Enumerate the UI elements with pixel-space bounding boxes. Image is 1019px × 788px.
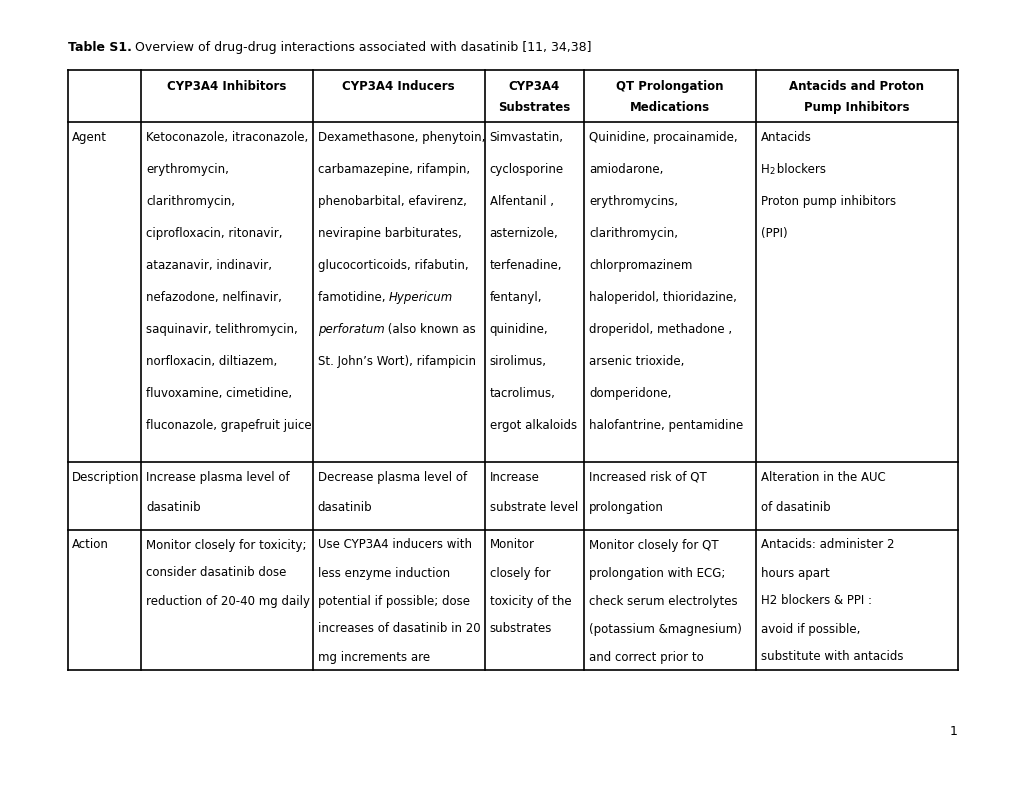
Text: Decrease plasma level of: Decrease plasma level of xyxy=(318,470,467,484)
Text: saquinavir, telithromycin,: saquinavir, telithromycin, xyxy=(146,322,298,336)
Text: prolongation with ECG;: prolongation with ECG; xyxy=(589,567,725,579)
Text: 1: 1 xyxy=(949,725,957,738)
Text: arsenic trioxide,: arsenic trioxide, xyxy=(589,355,684,367)
Text: fentanyl,: fentanyl, xyxy=(489,291,541,303)
Text: reduction of 20-40 mg daily: reduction of 20-40 mg daily xyxy=(146,594,310,608)
Text: hours apart: hours apart xyxy=(760,567,828,579)
Text: nevirapine barbiturates,: nevirapine barbiturates, xyxy=(318,226,461,240)
Text: Table S1.: Table S1. xyxy=(68,41,131,54)
Text: Increase: Increase xyxy=(489,470,539,484)
Text: increases of dasatinib in 20: increases of dasatinib in 20 xyxy=(318,623,480,635)
Text: CYP3A4: CYP3A4 xyxy=(508,80,559,92)
Text: Hypericum: Hypericum xyxy=(388,291,452,303)
Text: sirolimus,: sirolimus, xyxy=(489,355,546,367)
Text: erythromycin,: erythromycin, xyxy=(146,162,228,176)
Text: Monitor: Monitor xyxy=(489,538,534,552)
Text: fluvoxamine, cimetidine,: fluvoxamine, cimetidine, xyxy=(146,386,291,400)
Text: dasatinib: dasatinib xyxy=(318,500,372,514)
Text: closely for: closely for xyxy=(489,567,549,579)
Text: less enzyme induction: less enzyme induction xyxy=(318,567,449,579)
Text: Antacids: administer 2: Antacids: administer 2 xyxy=(760,538,894,552)
Text: Action: Action xyxy=(72,538,109,552)
Text: H2 blockers & PPI :: H2 blockers & PPI : xyxy=(760,594,871,608)
Text: (PPI): (PPI) xyxy=(760,226,787,240)
Text: Medications: Medications xyxy=(630,101,709,113)
Text: avoid if possible,: avoid if possible, xyxy=(760,623,859,635)
Text: Dexamethasone, phenytoin,: Dexamethasone, phenytoin, xyxy=(318,131,485,143)
Text: cyclosporine: cyclosporine xyxy=(489,162,564,176)
Text: dasatinib: dasatinib xyxy=(146,500,201,514)
Text: atazanavir, indinavir,: atazanavir, indinavir, xyxy=(146,258,272,272)
Text: nefazodone, nelfinavir,: nefazodone, nelfinavir, xyxy=(146,291,281,303)
Text: fluconazole, grapefruit juice: fluconazole, grapefruit juice xyxy=(146,418,311,432)
Text: Use CYP3A4 inducers with: Use CYP3A4 inducers with xyxy=(318,538,471,552)
Text: Quinidine, procainamide,: Quinidine, procainamide, xyxy=(589,131,737,143)
Text: Substrates: Substrates xyxy=(497,101,570,113)
Text: chlorpromazinem: chlorpromazinem xyxy=(589,258,692,272)
Text: Increase plasma level of: Increase plasma level of xyxy=(146,470,289,484)
Text: haloperidol, thioridazine,: haloperidol, thioridazine, xyxy=(589,291,737,303)
Text: halofantrine, pentamidine: halofantrine, pentamidine xyxy=(589,418,743,432)
Text: clarithromycin,: clarithromycin, xyxy=(146,195,234,207)
Text: toxicity of the: toxicity of the xyxy=(489,594,571,608)
Text: blockers: blockers xyxy=(772,162,825,176)
Text: Antacids and Proton: Antacids and Proton xyxy=(789,80,923,92)
Text: of dasatinib: of dasatinib xyxy=(760,500,829,514)
Text: perforatum: perforatum xyxy=(318,322,384,336)
Text: substitute with antacids: substitute with antacids xyxy=(760,651,903,663)
Text: Alfentanil ,: Alfentanil , xyxy=(489,195,553,207)
Text: consider dasatinib dose: consider dasatinib dose xyxy=(146,567,286,579)
Text: famotidine,: famotidine, xyxy=(318,291,388,303)
Text: amiodarone,: amiodarone, xyxy=(589,162,663,176)
Text: QT Prolongation: QT Prolongation xyxy=(615,80,723,92)
Text: check serum electrolytes: check serum electrolytes xyxy=(589,594,737,608)
Text: Agent: Agent xyxy=(72,131,107,143)
Text: ciprofloxacin, ritonavir,: ciprofloxacin, ritonavir, xyxy=(146,226,282,240)
Text: tacrolimus,: tacrolimus, xyxy=(489,386,555,400)
Text: Description: Description xyxy=(72,470,140,484)
Text: Antacids: Antacids xyxy=(760,131,811,143)
Text: Overview of drug-drug interactions associated with dasatinib [11, 34,38]: Overview of drug-drug interactions assoc… xyxy=(130,41,591,54)
Text: 2: 2 xyxy=(769,167,774,176)
Text: Alteration in the AUC: Alteration in the AUC xyxy=(760,470,884,484)
Text: Increased risk of QT: Increased risk of QT xyxy=(589,470,706,484)
Text: substrates: substrates xyxy=(489,623,551,635)
Text: droperidol, methadone ,: droperidol, methadone , xyxy=(589,322,732,336)
Text: quinidine,: quinidine, xyxy=(489,322,547,336)
Text: H: H xyxy=(760,162,769,176)
Text: Pump Inhibitors: Pump Inhibitors xyxy=(803,101,909,113)
Text: Proton pump inhibitors: Proton pump inhibitors xyxy=(760,195,896,207)
Text: domperidone,: domperidone, xyxy=(589,386,671,400)
Text: prolongation: prolongation xyxy=(589,500,663,514)
Text: mg increments are: mg increments are xyxy=(318,651,429,663)
Text: phenobarbital, efavirenz,: phenobarbital, efavirenz, xyxy=(318,195,466,207)
Text: terfenadine,: terfenadine, xyxy=(489,258,561,272)
Text: potential if possible; dose: potential if possible; dose xyxy=(318,594,470,608)
Text: carbamazepine, rifampin,: carbamazepine, rifampin, xyxy=(318,162,470,176)
Text: asternizole,: asternizole, xyxy=(489,226,557,240)
Text: (potassium &magnesium): (potassium &magnesium) xyxy=(589,623,742,635)
Text: substrate level: substrate level xyxy=(489,500,577,514)
Text: Monitor closely for toxicity;: Monitor closely for toxicity; xyxy=(146,538,306,552)
Text: (also known as: (also known as xyxy=(384,322,476,336)
Text: Simvastatin,: Simvastatin, xyxy=(489,131,562,143)
Text: and correct prior to: and correct prior to xyxy=(589,651,703,663)
Text: Ketoconazole, itraconazole,: Ketoconazole, itraconazole, xyxy=(146,131,308,143)
Text: St. John’s Wort), rifampicin: St. John’s Wort), rifampicin xyxy=(318,355,475,367)
Text: clarithromycin,: clarithromycin, xyxy=(589,226,678,240)
Text: Monitor closely for QT: Monitor closely for QT xyxy=(589,538,718,552)
Text: ergot alkaloids: ergot alkaloids xyxy=(489,418,576,432)
Text: CYP3A4 Inducers: CYP3A4 Inducers xyxy=(342,80,454,92)
Text: erythromycins,: erythromycins, xyxy=(589,195,678,207)
Text: glucocorticoids, rifabutin,: glucocorticoids, rifabutin, xyxy=(318,258,468,272)
Text: norfloxacin, diltiazem,: norfloxacin, diltiazem, xyxy=(146,355,277,367)
Text: CYP3A4 Inhibitors: CYP3A4 Inhibitors xyxy=(167,80,286,92)
